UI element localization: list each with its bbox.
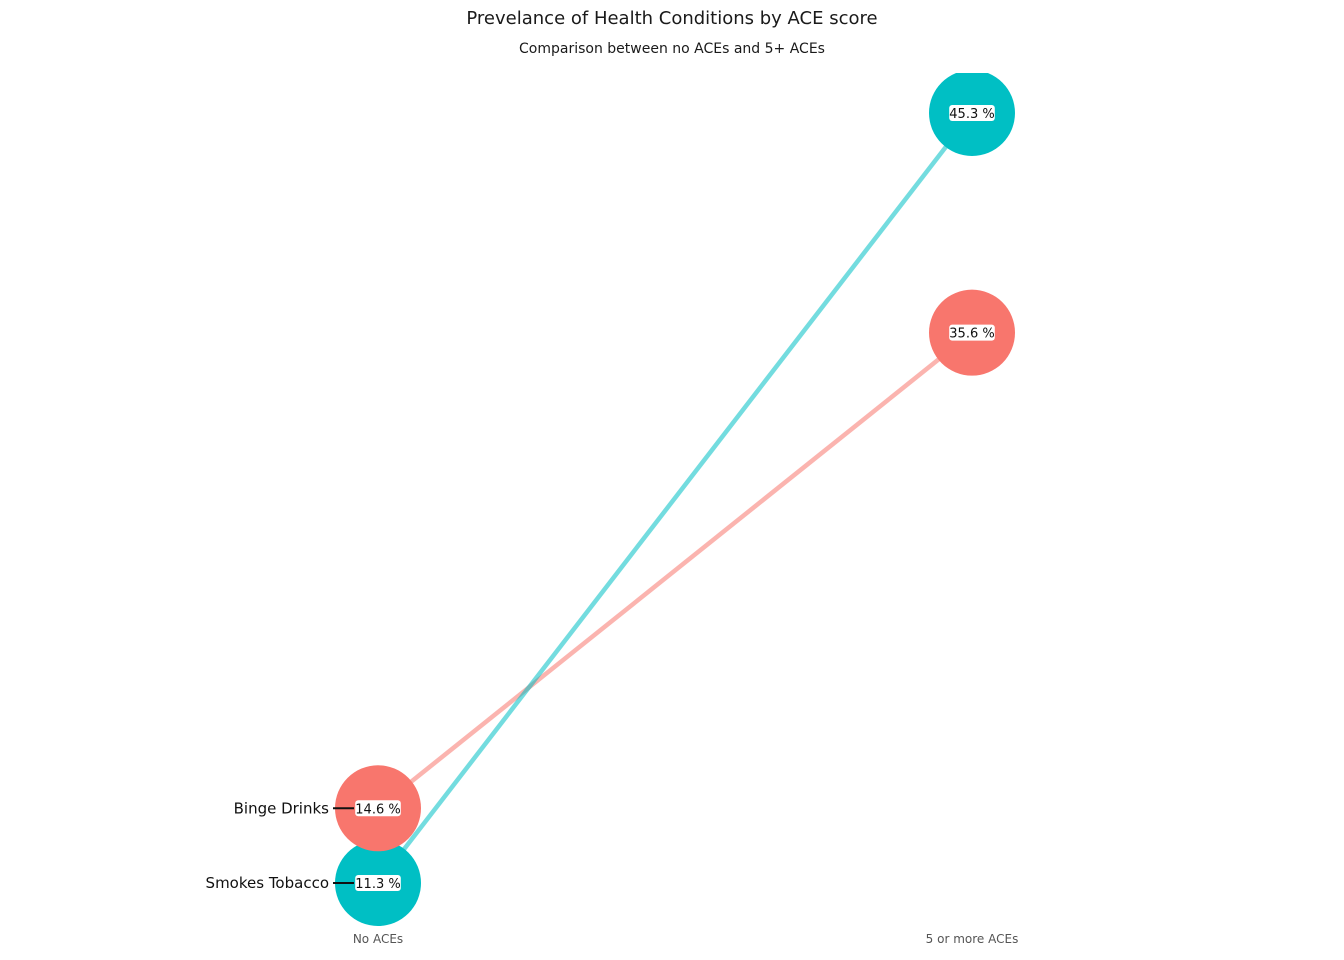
series-name-label-binge-drinks: Binge Drinks — [234, 799, 330, 817]
chart-title: Prevelance of Health Conditions by ACE s… — [466, 8, 878, 29]
value-label-bg-binge-drinks-0 — [355, 800, 401, 817]
value-label-binge-drinks-0: 14.6 % — [355, 802, 400, 817]
x-tick-label-1: 5 or more ACEs — [926, 932, 1019, 946]
value-label-bg-smokes-tobacco-0 — [355, 875, 401, 891]
series-name-labels: Binge Drinks Smokes Tobacco — [206, 799, 354, 892]
x-axis: No ACEs 5 or more ACEs — [353, 932, 1019, 946]
value-label-smokes-tobacco-1: 45.3 % — [949, 107, 994, 122]
value-label-bg-smokes-tobacco-1 — [949, 105, 995, 121]
value-label-binge-drinks-1: 35.6 % — [949, 327, 994, 342]
series-name-label-smokes-tobacco: Smokes Tobacco — [206, 874, 329, 892]
series-line-smokes-tobacco — [376, 111, 974, 885]
series-lines — [376, 111, 974, 885]
value-label-smokes-tobacco-0: 11.3 % — [355, 877, 400, 892]
value-label-bg-binge-drinks-1 — [949, 324, 995, 341]
plot-area: 11.3 % 45.3 % 14.6 % 35.6 % — [335, 73, 1015, 926]
series-line-binge-drinks — [376, 330, 974, 811]
series-markers: 11.3 % 45.3 % 14.6 % 35.6 % — [335, 73, 1015, 926]
chart-subtitle: Comparison between no ACEs and 5+ ACEs — [519, 41, 825, 57]
x-tick-label-0: No ACEs — [353, 932, 403, 946]
